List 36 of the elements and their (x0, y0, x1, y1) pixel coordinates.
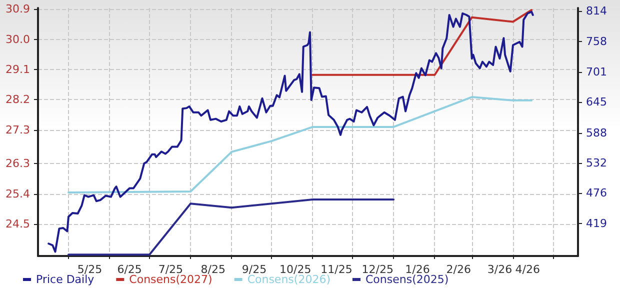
x-tick-label: 3/26 (487, 263, 512, 276)
y-tick-label: 30.0 (6, 32, 30, 46)
y-tick-label: 27.3 (6, 123, 30, 136)
x-tick-label: 12/25 (362, 263, 394, 276)
y2-tick-label: 532 (586, 156, 607, 170)
legend-label: Consens(2026) (247, 273, 330, 286)
y-tick-label: 29.1 (6, 62, 30, 76)
y2-tick-label: 814 (586, 4, 607, 18)
y2-tick-label: 588 (586, 126, 607, 140)
line-series (68, 198, 395, 256)
legend-label: Consens(2025) (365, 273, 449, 286)
y-tick-label: 26.3 (6, 157, 30, 170)
y2-tick-label: 758 (586, 34, 607, 48)
y2-tick-label: 419 (586, 217, 607, 230)
x-tick-label: 6/25 (117, 263, 142, 276)
legend-label: Price Daily (36, 273, 95, 286)
x-tick-label: 7/25 (158, 263, 184, 276)
x-tick-label: 2/26 (446, 263, 471, 276)
line-series (68, 96, 533, 194)
x-tick-label: 5/25 (77, 263, 102, 276)
line-series (312, 9, 533, 76)
legend-label: Consens(2027) (129, 273, 212, 286)
y-tick-label: 28.2 (6, 93, 30, 106)
y2-tick-label: 701 (586, 66, 607, 79)
x-tick-label: 11/25 (320, 263, 352, 276)
y-tick-label: 24.5 (6, 218, 30, 231)
x-tick-label: 1/26 (405, 263, 430, 276)
y2-tick-label: 645 (586, 96, 607, 109)
x-tick-label: 8/25 (200, 263, 226, 276)
y2-tick-label: 476 (586, 186, 607, 200)
x-tick-label: 9/25 (242, 263, 267, 276)
y-tick-label: 30.9 (6, 2, 30, 16)
x-tick-label: 10/25 (280, 263, 312, 276)
x-tick-label: 4/26 (515, 263, 540, 276)
line-series (48, 10, 534, 253)
y-tick-label: 25.4 (6, 187, 30, 200)
